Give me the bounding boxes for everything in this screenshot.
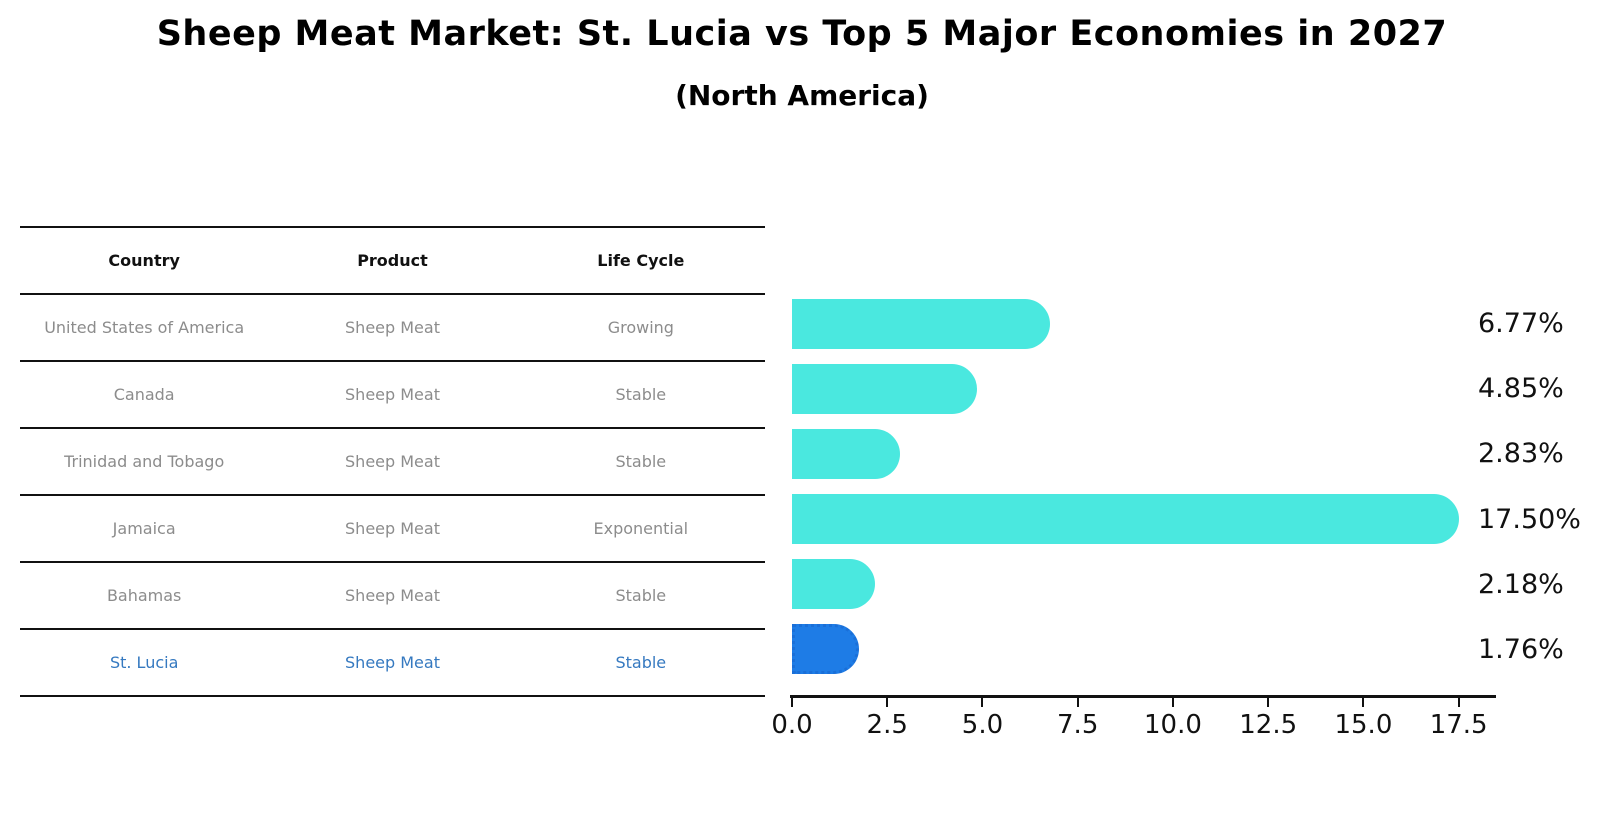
cell-product: Sheep Meat: [345, 586, 440, 605]
table-row-highlighted: St. Lucia Sheep Meat Stable: [20, 630, 765, 695]
x-axis-tick: [1362, 698, 1365, 707]
bar-canada: [792, 363, 977, 414]
cell-country: Canada: [113, 385, 175, 404]
x-axis-tick-label: 12.5: [1239, 710, 1298, 740]
cell-product: Sheep Meat: [345, 385, 440, 404]
bar-trinidad-and-tobago: [792, 428, 900, 479]
table-row: Canada Sheep Meat Stable: [20, 362, 765, 429]
cell-life-cycle: Stable: [615, 452, 667, 471]
bar-st-lucia: [792, 624, 860, 675]
x-axis-tick-label: 7.5: [1057, 710, 1099, 740]
cell-life-cycle: Exponential: [593, 519, 689, 538]
x-axis-tick: [1171, 698, 1174, 707]
cell-country: Jamaica: [112, 519, 176, 538]
chart-title: Sheep Meat Market: St. Lucia vs Top 5 Ma…: [156, 14, 1448, 54]
x-axis-tick: [1457, 698, 1460, 707]
x-axis-line: [790, 695, 1496, 698]
cell-country: St. Lucia: [109, 653, 179, 672]
x-axis-tick: [1076, 698, 1079, 707]
table-row: United States of America Sheep Meat Grow…: [20, 295, 765, 362]
x-axis-tick: [1267, 698, 1270, 707]
country-info-table: Country Product Life Cycle United States…: [20, 226, 765, 697]
bar-value-label: 4.85%: [1478, 373, 1564, 405]
cell-product: Sheep Meat: [345, 318, 440, 337]
x-axis-tick: [791, 698, 793, 707]
x-axis-tick-label: 5.0: [961, 710, 1004, 740]
bar-value-label: 6.77%: [1478, 308, 1564, 339]
table-row: Trinidad and Tobago Sheep Meat Stable: [20, 429, 765, 496]
x-axis-tick: [981, 698, 984, 707]
bar-value-label: 17.50%: [1478, 503, 1581, 535]
cell-life-cycle: Stable: [615, 586, 667, 605]
cell-product: Sheep Meat: [345, 519, 440, 538]
x-axis-tick-label: 10.0: [1143, 710, 1202, 740]
x-axis-tick: [886, 698, 889, 707]
chart-subtitle: (North America): [675, 79, 929, 112]
x-axis-tick-label: 0.0: [771, 710, 813, 740]
cell-life-cycle: Stable: [615, 653, 667, 672]
cell-product: Sheep Meat: [345, 653, 440, 672]
cell-country: Trinidad and Tobago: [64, 452, 225, 471]
table-header-row: Country Product Life Cycle: [20, 228, 765, 295]
cell-product: Sheep Meat: [345, 452, 440, 471]
x-axis-tick-label: 17.5: [1429, 710, 1488, 740]
cell-life-cycle: Stable: [615, 385, 667, 404]
cell-country: Bahamas: [106, 586, 182, 605]
column-header-country: Country: [108, 251, 180, 270]
bar-bahamas: [792, 559, 876, 610]
bar-value-label: 2.83%: [1478, 438, 1564, 470]
bar-united-states-of-america: [792, 298, 1050, 349]
column-header-product: Product: [357, 251, 428, 270]
bar-jamaica: [792, 494, 1459, 545]
cell-country: United States of America: [44, 318, 245, 337]
x-axis-tick-label: 2.5: [866, 710, 908, 740]
table-row: Bahamas Sheep Meat Stable: [20, 563, 765, 630]
bar-value-label: 1.76%: [1478, 633, 1564, 665]
table-row: Jamaica Sheep Meat Exponential: [20, 496, 765, 563]
cell-life-cycle: Growing: [607, 318, 674, 337]
bar-value-label: 2.18%: [1478, 568, 1564, 600]
column-header-life-cycle: Life Cycle: [597, 251, 685, 270]
x-axis-tick-label: 15.0: [1334, 710, 1393, 740]
